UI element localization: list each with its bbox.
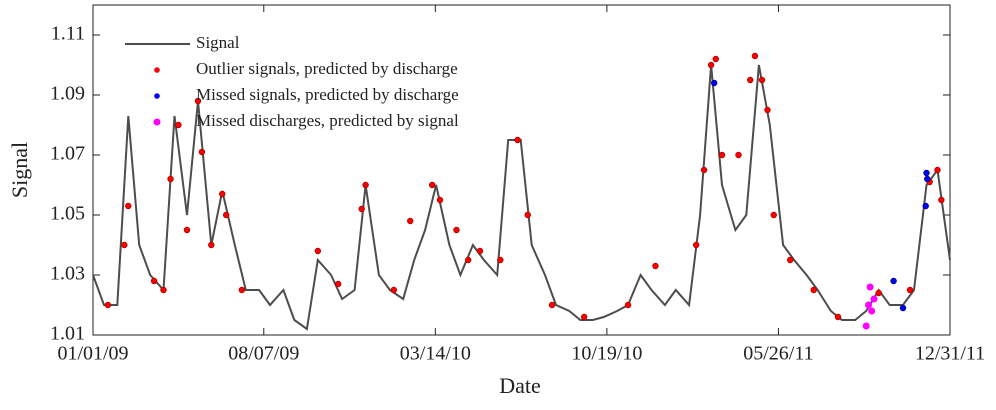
y-tick-label: 1.05	[50, 203, 85, 225]
scatter-point	[758, 76, 766, 84]
scatter-point	[548, 301, 556, 309]
x-tick-label: 05/26/11	[743, 343, 813, 365]
x-axis-label: Date	[499, 373, 541, 398]
y-tick-label: 1.11	[51, 23, 85, 45]
scatter-point	[104, 301, 112, 309]
scatter-point	[219, 190, 226, 198]
scatter-point	[208, 241, 215, 249]
scatter-point	[747, 76, 754, 84]
plot-frame	[92, 4, 951, 336]
scatter-point	[770, 211, 777, 219]
x-tick-label: 03/14/10	[400, 343, 471, 365]
scatter-point	[362, 181, 369, 189]
scatter-point	[934, 166, 941, 174]
scatter-point	[175, 121, 182, 129]
x-tick-label: 12/31/11	[915, 343, 985, 365]
scatter-point	[764, 106, 771, 114]
scatter-point	[810, 286, 817, 294]
scatter-point	[198, 148, 206, 156]
scatter-point	[194, 97, 202, 105]
scatter-point	[624, 301, 632, 309]
scatter-point	[924, 175, 931, 183]
x-tick-label: 10/19/10	[571, 343, 642, 365]
legend-label: Missed signals, predicted by discharge	[196, 85, 459, 104]
scatter-point	[222, 211, 230, 219]
scatter-point	[407, 217, 414, 225]
scatter-point	[514, 136, 521, 144]
scatter-point	[692, 241, 700, 249]
scatter-point	[938, 196, 945, 204]
legend-marker	[154, 67, 160, 73]
scatter-point	[167, 175, 174, 183]
scatter-point	[834, 313, 842, 321]
scatter-point	[751, 52, 759, 60]
scatter-point	[866, 283, 874, 291]
scatter-point	[334, 280, 342, 288]
scatter-point	[358, 205, 365, 213]
scatter-point	[125, 202, 132, 210]
scatter-point	[238, 286, 246, 294]
scatter-point	[150, 277, 158, 285]
y-axis-label: Signal	[7, 142, 32, 198]
x-tick-label: 08/07/09	[228, 343, 299, 365]
scatter-point	[875, 289, 882, 297]
scatter-point	[700, 166, 708, 174]
y-tick-label: 1.07	[50, 143, 85, 165]
scatter-point	[390, 286, 398, 294]
scatter-point	[314, 247, 322, 255]
scatter-point	[923, 169, 930, 177]
scatter-point	[497, 256, 504, 264]
scatter-point	[868, 307, 876, 315]
scatter-point	[712, 55, 719, 63]
scatter-point	[899, 304, 907, 312]
scatter-point	[735, 151, 742, 159]
scatter-point	[524, 211, 531, 219]
scatter-point	[428, 181, 436, 189]
legend-marker	[153, 118, 161, 126]
y-tick-label: 1.09	[50, 83, 85, 105]
scatter-point	[890, 277, 897, 285]
scatter-point	[476, 247, 484, 255]
scatter-point	[718, 151, 726, 159]
scatter-point	[183, 226, 191, 234]
scatter-point	[707, 61, 715, 69]
legend-label: Signal	[196, 33, 240, 52]
scatter-point	[465, 256, 472, 264]
scatter-point	[711, 79, 718, 87]
scatter-point	[870, 295, 878, 303]
x-tick-label: 01/01/09	[57, 343, 128, 365]
legend-label: Outlier signals, predicted by discharge	[196, 59, 458, 78]
legend-label: Missed discharges, predicted by signal	[196, 111, 459, 130]
scatter-point	[453, 226, 460, 234]
scatter-point	[652, 262, 659, 270]
y-tick-label: 1.01	[50, 323, 85, 345]
scatter-point	[436, 196, 444, 204]
scatter-point	[865, 301, 873, 309]
scatter-point	[121, 241, 128, 249]
scatter-point	[862, 322, 870, 330]
y-tick-label: 1.03	[50, 263, 85, 285]
scatter-point	[160, 286, 167, 294]
scatter-point	[580, 313, 588, 321]
legend-marker	[154, 93, 160, 99]
scatter-point	[786, 256, 794, 264]
scatter-point	[906, 286, 914, 294]
scatter-point	[922, 202, 929, 210]
